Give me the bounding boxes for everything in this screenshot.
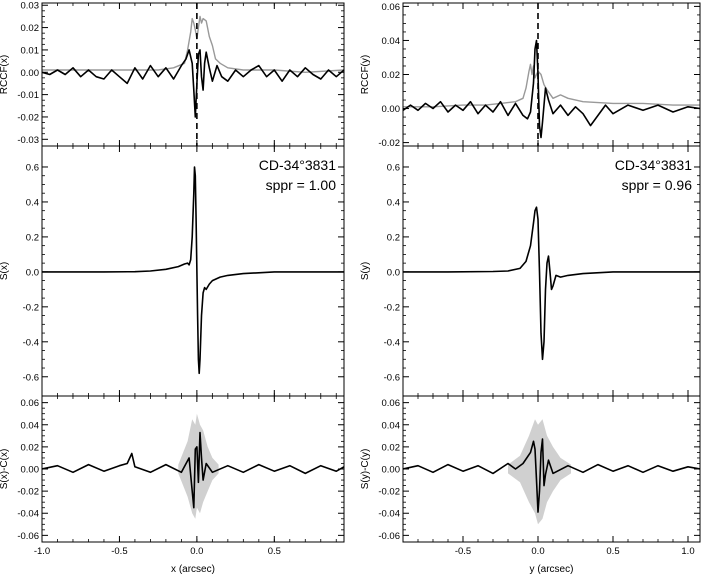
y-tick-label: -0.4 (23, 337, 39, 348)
y-tick-label: 0.0 (387, 267, 400, 278)
series-line-1 (403, 39, 700, 139)
y-tick-label: 0.02 (382, 70, 401, 81)
series-line-1 (42, 49, 344, 118)
y-axis-label: RCCF(x) (0, 55, 10, 94)
y-axis-label: S(y) (360, 262, 371, 280)
y-tick-label: -0.2 (384, 302, 400, 313)
y-tick-label: -0.06 (17, 531, 39, 542)
y-tick-label: 0.4 (387, 197, 400, 208)
y-tick-label: 0.00 (382, 104, 401, 115)
y-tick-label: -0.02 (378, 487, 400, 498)
y-tick-label: -0.06 (378, 531, 400, 542)
y-tick-label: 0.01 (21, 45, 40, 56)
x-tick-label: 0.5 (268, 546, 281, 557)
series-line-0 (42, 431, 344, 509)
x-tick-label: 1.0 (681, 546, 694, 557)
y-tick-label: 0.04 (21, 420, 40, 431)
y-tick-label: 0.02 (21, 23, 40, 34)
y-tick-label: 0.04 (382, 36, 401, 47)
y-tick-label: -0.4 (384, 337, 400, 348)
y-tick-label: 0.00 (382, 465, 401, 476)
y-tick-label: 0.04 (382, 420, 401, 431)
x-tick-label: 0.0 (531, 546, 544, 557)
y-tick-label: -0.01 (17, 90, 39, 101)
panel-rccf-x: -0.03 -0.02 -0.01 0.00 0.01 0.02 0.03 RCCF(x) (0, 1, 345, 147)
y-tick-label: 0.03 (21, 1, 40, 12)
x-tick-label: -0.5 (455, 546, 471, 557)
y-axis-label: S(x)-C(x) (0, 449, 10, 490)
annotation-text-0: CD-34°3831 (615, 157, 692, 173)
series-line-0 (42, 15, 344, 73)
y-axis-label: S(y)-C(y) (360, 449, 371, 490)
x-tick-label: -0.5 (111, 546, 127, 557)
y-tick-label: 0.4 (26, 197, 39, 208)
y-tick-label: 0.0 (26, 267, 39, 278)
series-line-0 (403, 206, 700, 361)
x-axis-label: y (arcsec) (530, 564, 574, 575)
y-tick-label: -0.6 (23, 372, 39, 383)
y-tick-label: 0.6 (387, 162, 400, 173)
y-tick-label: 0.6 (26, 162, 39, 173)
y-tick-label: 0.02 (382, 442, 401, 453)
x-tick-label: 0.5 (606, 546, 619, 557)
y-tick-label: 0.2 (26, 232, 39, 243)
y-tick-label: 0.06 (382, 2, 401, 13)
y-tick-label: -0.2 (23, 302, 39, 313)
annotation-text-0: CD-34°3831 (259, 157, 336, 173)
panel-res-x: -0.06 -0.04 -0.02 0.00 0.02 0.04 0.06 -1.0 -0.5 0… (0, 395, 345, 575)
y-tick-label: 0.06 (21, 398, 40, 409)
panel-res-y: -0.06 -0.04 -0.02 0.00 0.02 0.04 0.06 -0.5 0.0 0.… (360, 395, 701, 575)
panel-s-y: -0.6 -0.4 -0.2 0.0 0.2 0.4 0.6 S(y) CD-34°3831 sp… (360, 145, 701, 397)
x-axis-label: x (arcsec) (171, 564, 215, 575)
y-tick-label: 0.00 (21, 68, 40, 79)
x-tick-label: -1.0 (34, 546, 50, 557)
y-tick-label: 0.02 (21, 442, 40, 453)
x-tick-label: 0.0 (190, 546, 203, 557)
y-tick-label: -0.02 (17, 112, 39, 123)
axes-frame (402, 2, 701, 147)
series-line-0 (42, 166, 344, 375)
series-line-0 (403, 438, 700, 513)
y-tick-label: -0.04 (17, 509, 39, 520)
y-tick-label: 0.00 (21, 465, 40, 476)
y-tick-label: -0.6 (384, 372, 400, 383)
annotation-text-1: sppr = 0.96 (622, 177, 693, 193)
y-tick-label: -0.02 (378, 138, 400, 149)
annotation-text-1: sppr = 1.00 (266, 177, 337, 193)
y-axis-label: S(x) (0, 262, 10, 280)
series-line-0 (403, 63, 700, 108)
y-tick-label: -0.04 (378, 509, 400, 520)
y-axis-label: RCCF(y) (360, 55, 371, 94)
panel-s-x: -0.6 -0.4 -0.2 0.0 0.2 0.4 0.6 S(x) CD-34°3831 sp… (0, 145, 345, 397)
y-tick-label: -0.02 (17, 487, 39, 498)
y-tick-label: 0.06 (382, 398, 401, 409)
y-tick-label: 0.2 (387, 232, 400, 243)
panel-rccf-y: -0.02 0.00 0.02 0.04 0.06 RCCF(y) (360, 2, 701, 149)
y-tick-label: -0.03 (17, 135, 39, 146)
